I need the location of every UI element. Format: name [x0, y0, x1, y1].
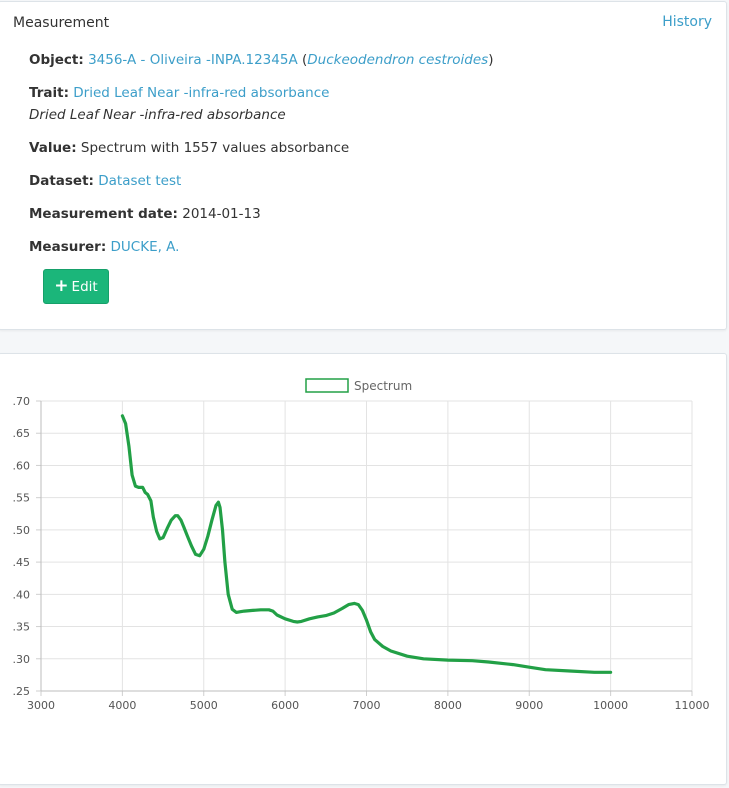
- date-label: Measurement date:: [29, 206, 178, 222]
- date-row: Measurement date: 2014-01-13: [29, 206, 261, 222]
- legend-swatch[interactable]: [305, 378, 349, 393]
- measurer-row: Measurer: DUCKE, A.: [29, 239, 179, 255]
- value-label: Value:: [29, 140, 77, 156]
- plus-icon: +: [54, 276, 69, 296]
- spectrum-chart: 3000 4000 5000 6000 7000 8000 9000 10000 11000 .2…: [13, 378, 710, 712]
- y-tick-label: .30: [13, 653, 31, 666]
- x-tick-label: 3000: [27, 699, 55, 712]
- panel-title: Measurement: [13, 15, 110, 31]
- chart-panel: 3000 4000 5000 6000 7000 8000 9000 10000 11000 .2…: [0, 353, 727, 785]
- dataset-label: Dataset:: [29, 173, 94, 189]
- x-tick-label: 6000: [271, 699, 299, 712]
- legend: Spectrum: [305, 378, 412, 393]
- legend-label[interactable]: Spectrum: [354, 379, 412, 393]
- y-tick-label: .40: [13, 588, 31, 601]
- y-tick-label: .70: [13, 395, 31, 408]
- edit-button-label: Edit: [71, 278, 98, 295]
- object-link[interactable]: 3456-A - Oliveira -INPA.12345A: [88, 52, 298, 68]
- x-tick-label: 4000: [108, 699, 136, 712]
- dataset-row: Dataset: Dataset test: [29, 173, 181, 189]
- y-tick-label: .45: [13, 556, 31, 569]
- value-text: Spectrum with 1557 values absorbance: [80, 140, 350, 156]
- x-tick-label: 9000: [515, 699, 543, 712]
- x-tick-label: 10000: [593, 699, 628, 712]
- y-tick-label: .35: [13, 621, 31, 634]
- y-tick-label: .50: [13, 524, 31, 537]
- y-tick-label: .25: [13, 685, 31, 698]
- x-tick-label: 11000: [675, 699, 710, 712]
- history-link[interactable]: History: [662, 14, 712, 30]
- trait-row: Trait: Dried Leaf Near -infra-red absorb…: [29, 85, 329, 101]
- y-tick-label: .55: [13, 492, 31, 505]
- value-row: Value: Spectrum with 1557 values absorba…: [29, 140, 349, 156]
- object-open-paren: (: [301, 52, 308, 68]
- x-tick-label: 7000: [353, 699, 381, 712]
- trait-description: Dried Leaf Near -infra-red absorbance: [29, 107, 286, 123]
- object-row: Object: 3456-A - Oliveira -INPA.12345A (…: [29, 52, 494, 68]
- dataset-link[interactable]: Dataset test: [98, 173, 182, 189]
- measurer-link[interactable]: DUCKE, A.: [110, 239, 180, 255]
- trait-label: Trait:: [29, 85, 69, 101]
- trait-link[interactable]: Dried Leaf Near -infra-red absorbance: [73, 85, 330, 101]
- x-tick-label: 5000: [190, 699, 218, 712]
- taxon-link[interactable]: Duckeodendron cestroides: [307, 52, 489, 68]
- object-label: Object:: [29, 52, 84, 68]
- x-tick-label: 8000: [434, 699, 462, 712]
- object-close-paren: ): [488, 52, 494, 68]
- edit-button[interactable]: + Edit: [43, 269, 109, 304]
- y-tick-label: .65: [13, 427, 31, 440]
- series-line: [120, 414, 613, 674]
- measurer-label: Measurer:: [29, 239, 107, 255]
- date-value: 2014-01-13: [182, 206, 261, 222]
- measurement-panel: Measurement History Object: 3456-A - Oli…: [0, 1, 727, 330]
- y-tick-label: .60: [13, 459, 31, 472]
